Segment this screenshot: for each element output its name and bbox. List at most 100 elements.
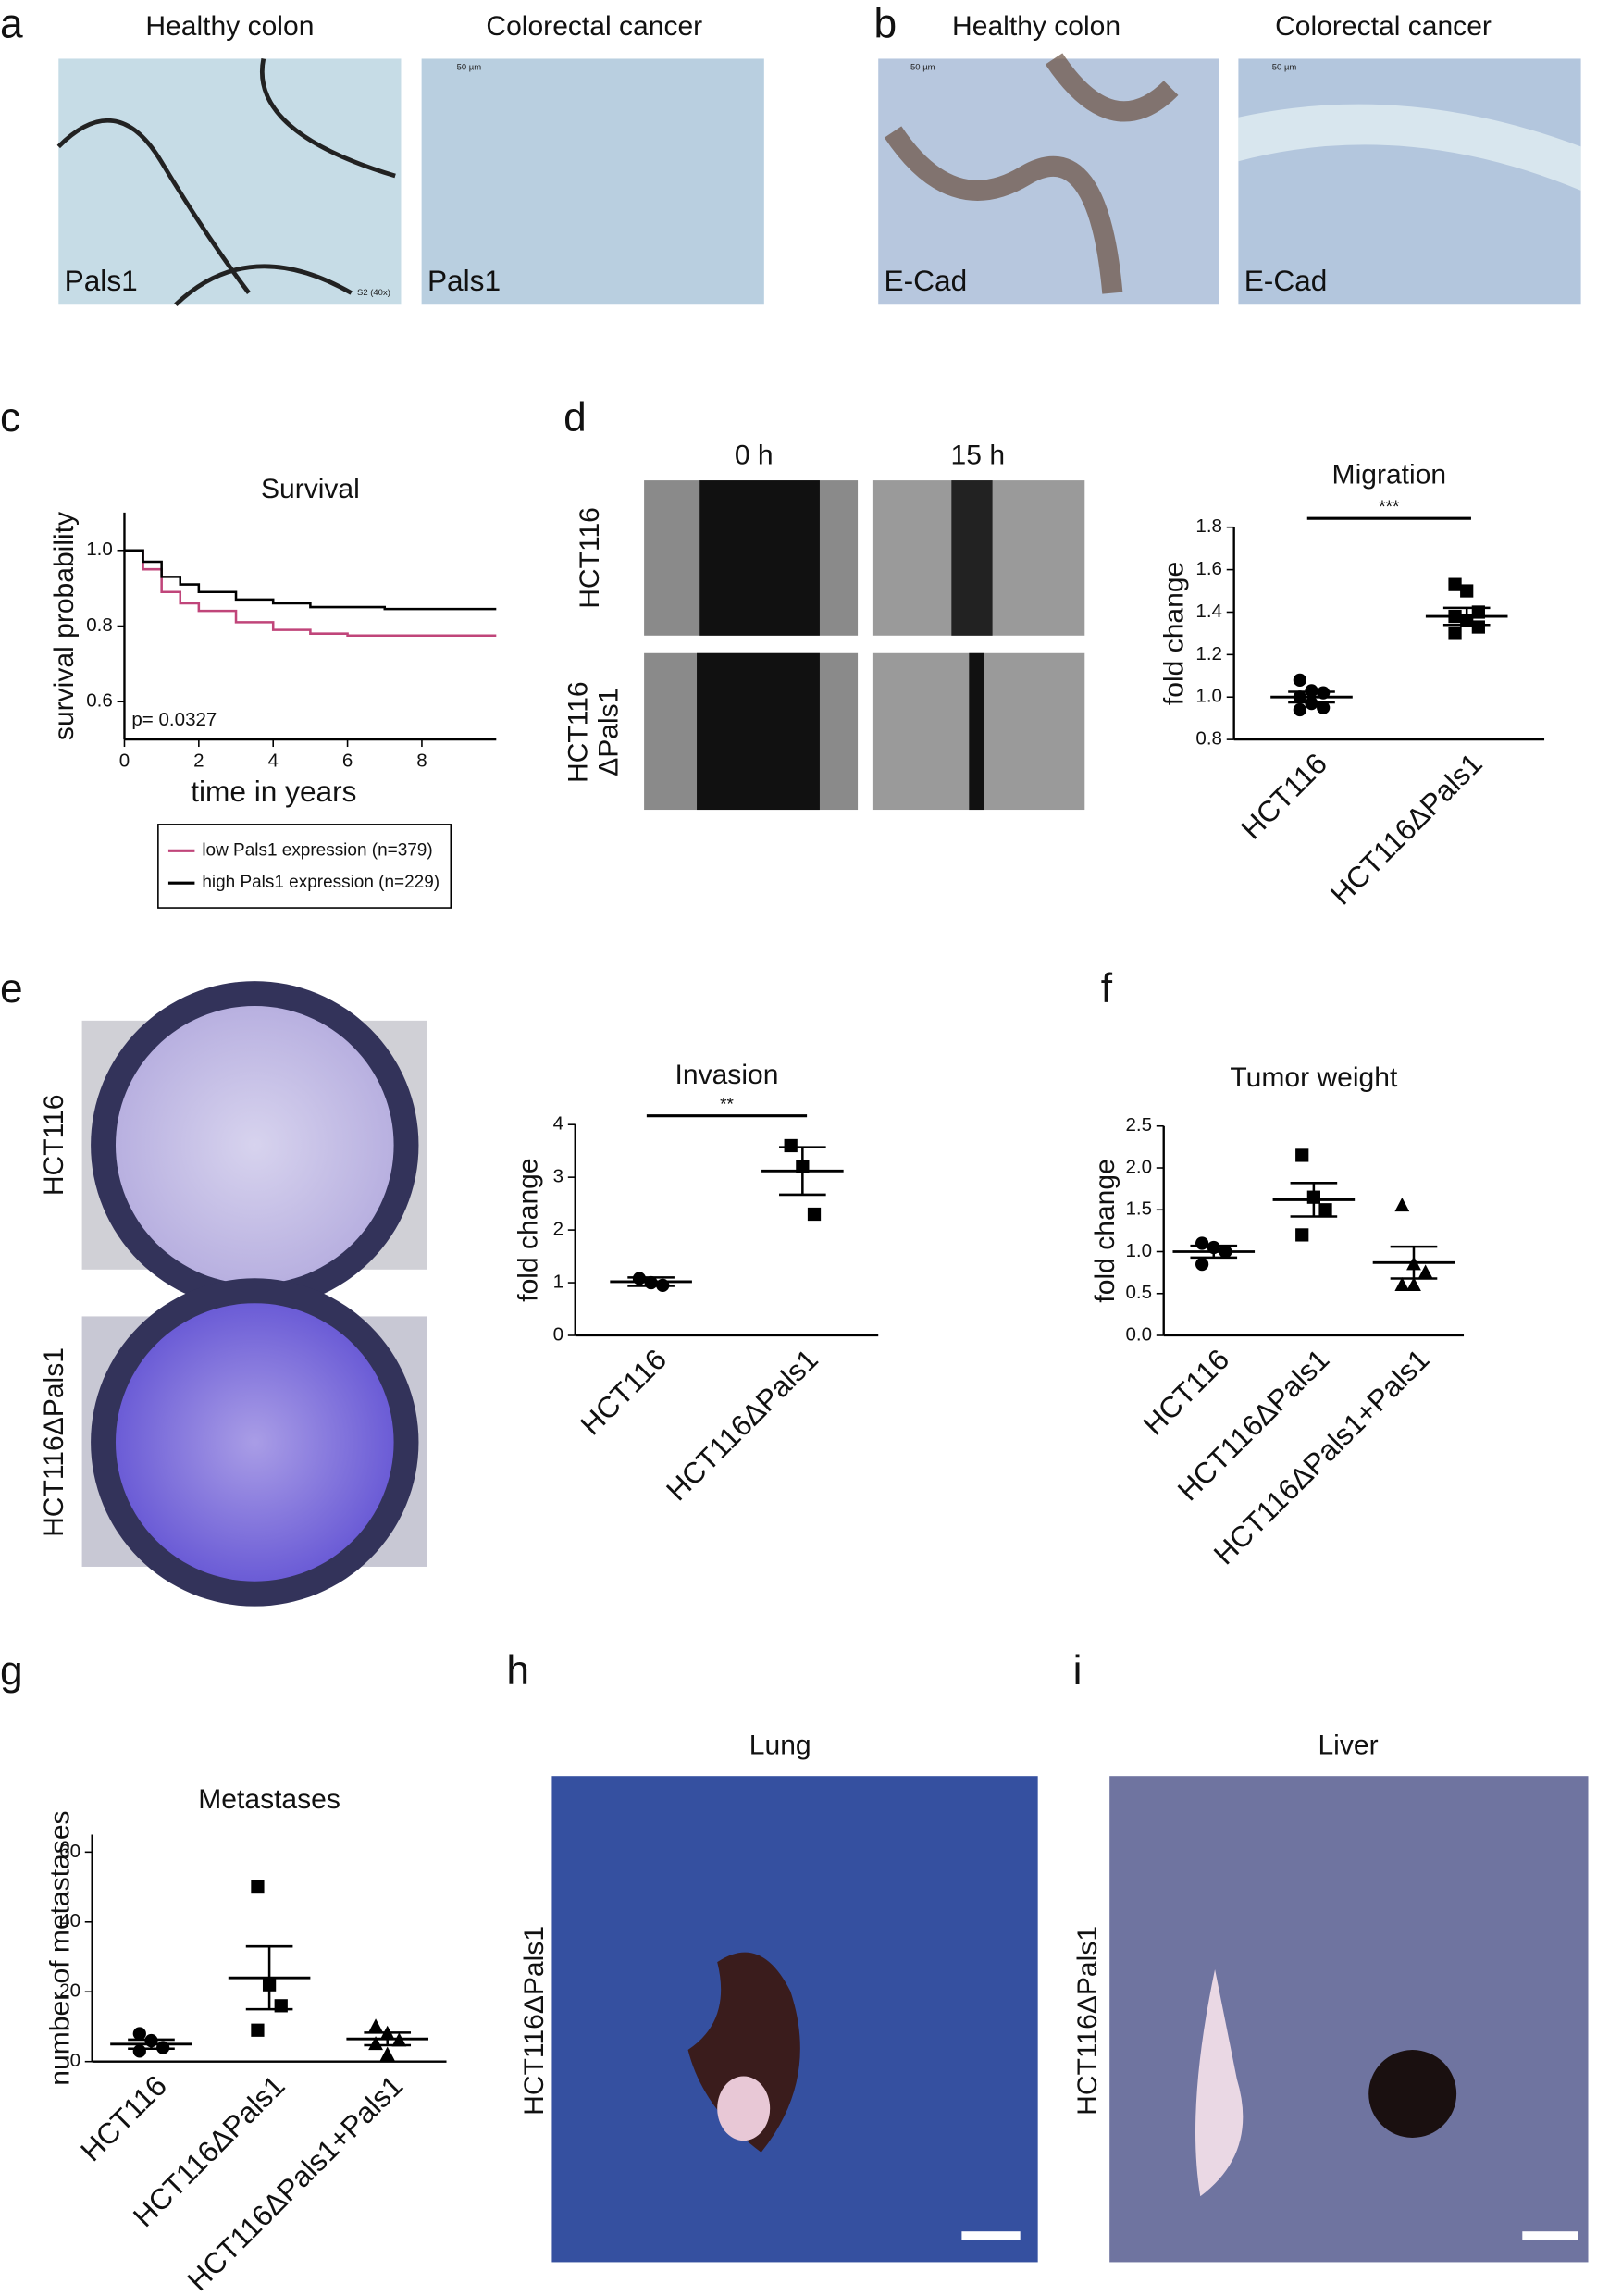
row-label: HCT116 xyxy=(39,1095,69,1197)
y-axis-label: fold change xyxy=(1158,562,1189,705)
x-tick-label: 6 xyxy=(342,750,353,771)
y-tick-label: 1.8 xyxy=(1195,515,1222,537)
legend-entry: high Pals1 expression (n=229) xyxy=(202,873,439,892)
y-axis-label: survival probability xyxy=(49,512,80,740)
data-point xyxy=(1293,673,1306,688)
tissue xyxy=(687,1952,800,2153)
error-bar xyxy=(1290,1182,1338,1218)
plate-well xyxy=(115,1303,394,1582)
panel-label: a xyxy=(0,1,23,46)
legend-entry: low Pals1 expression (n=379) xyxy=(202,840,432,860)
image-title: Colorectal cancer xyxy=(1275,11,1492,42)
tissue xyxy=(1368,2050,1457,2138)
x-tick-label: HCT116 xyxy=(1234,747,1333,846)
x-tick-label: HCT116 xyxy=(574,1343,673,1442)
tissue-edge xyxy=(56,58,396,306)
panel-label: g xyxy=(0,1648,23,1694)
significance-label: ** xyxy=(720,1096,734,1115)
data-point xyxy=(1293,702,1306,717)
error-bar xyxy=(245,1944,293,2011)
x-tick-label: 4 xyxy=(267,750,278,771)
row-label: HCT116 xyxy=(563,681,593,783)
y-tick-label: 0.8 xyxy=(1195,728,1222,750)
y-tick-label: 0 xyxy=(553,1323,563,1345)
data-point xyxy=(1460,584,1474,598)
chart-title: Survival xyxy=(261,474,360,504)
vessel xyxy=(1195,1969,1244,2197)
panel-label: h xyxy=(506,1648,529,1694)
scale-bar xyxy=(961,2231,1021,2240)
tissue xyxy=(1238,104,1581,191)
y-axis-label: number of metastases xyxy=(44,1810,75,2085)
y-tick-label: 0.8 xyxy=(86,614,113,636)
data-point xyxy=(1195,1236,1209,1250)
data-point xyxy=(368,2036,383,2051)
y-tick-label: 1.0 xyxy=(1125,1240,1152,1261)
x-tick-label: HCT116ΔPals1+Pals1 xyxy=(180,2068,409,2296)
panel-label: i xyxy=(1073,1648,1083,1694)
x-tick-label: 0 xyxy=(119,750,130,771)
y-tick-label: 2.0 xyxy=(1125,1156,1152,1177)
x-tick-label: HCT116ΔPals1 xyxy=(660,1343,824,1508)
y-axis-label: fold change xyxy=(514,1158,544,1301)
y-tick-label: 4 xyxy=(553,1113,563,1135)
micrograph xyxy=(421,58,764,305)
y-tick-label: 1.2 xyxy=(1195,643,1222,664)
chart-title: Invasion xyxy=(675,1060,779,1090)
data-point xyxy=(1318,1203,1332,1217)
micrograph xyxy=(1109,1776,1589,2263)
y-tick-label: 60 xyxy=(59,1841,80,1862)
error-bar xyxy=(364,2031,412,2047)
data-point xyxy=(1394,1277,1410,1292)
error-bar xyxy=(128,2038,175,2051)
y-tick-label: 1.0 xyxy=(86,539,113,560)
row-label: HCT116 xyxy=(575,507,605,609)
panel-label: d xyxy=(563,395,587,441)
row-label: ΔPals1 xyxy=(594,689,625,776)
data-point xyxy=(1295,1228,1309,1242)
data-point xyxy=(1448,627,1462,640)
survival-curve xyxy=(124,549,497,637)
scratch xyxy=(697,652,820,811)
chart-title: Migration xyxy=(1332,459,1447,490)
time-label: 15 h xyxy=(951,441,1005,471)
data-point xyxy=(251,1880,265,1894)
y-axis-label: fold change xyxy=(1090,1159,1120,1302)
image-label: E-Cad xyxy=(885,264,968,297)
survival-curve xyxy=(124,549,497,611)
y-tick-label: 0 xyxy=(70,2050,80,2071)
data-point xyxy=(1195,1257,1209,1272)
x-tick-label: 8 xyxy=(416,750,427,771)
y-tick-label: 1.4 xyxy=(1195,601,1222,622)
y-tick-label: 0.5 xyxy=(1125,1282,1152,1303)
scale-label: 50 µm xyxy=(910,62,935,72)
panel-label: e xyxy=(0,966,23,1011)
y-tick-label: 40 xyxy=(59,1910,80,1931)
chart-title: Tumor weight xyxy=(1230,1062,1398,1093)
x-axis-label: time in years xyxy=(191,775,356,808)
legend-box xyxy=(157,824,452,909)
data-point xyxy=(368,2018,383,2033)
image-title: Liver xyxy=(1318,1730,1378,1760)
tissue xyxy=(884,53,1179,294)
y-tick-label: 2.5 xyxy=(1125,1114,1152,1136)
y-tick-label: 0.0 xyxy=(1125,1323,1152,1345)
scale-label: S2 (40x) xyxy=(357,288,390,298)
image-title: Colorectal cancer xyxy=(486,11,702,42)
y-tick-label: 3 xyxy=(553,1166,563,1187)
image-title: Healthy colon xyxy=(145,11,314,42)
panel-label: c xyxy=(0,395,20,441)
row-label: HCT116ΔPals1 xyxy=(39,1347,69,1537)
y-tick-label: 1 xyxy=(553,1271,563,1292)
data-point xyxy=(1317,701,1331,714)
x-tick-label: HCT116 xyxy=(74,2068,173,2167)
scratch xyxy=(951,480,993,636)
error-bar xyxy=(627,1276,675,1287)
data-point xyxy=(784,1138,798,1153)
y-tick-label: 1.5 xyxy=(1125,1198,1152,1220)
panel-label: b xyxy=(873,1,897,46)
error-bar xyxy=(1442,606,1491,627)
micrograph xyxy=(1238,58,1581,305)
data-point xyxy=(1417,1264,1433,1279)
